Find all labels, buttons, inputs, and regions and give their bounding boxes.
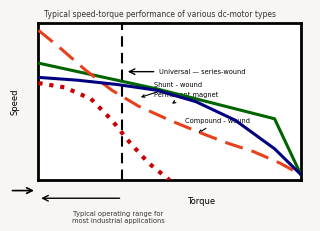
Text: Permanent magnet: Permanent magnet (154, 92, 218, 103)
Text: Compound - wound: Compound - wound (185, 118, 250, 132)
Text: Torque: Torque (187, 198, 215, 207)
Text: Typical operating range for
most industrial applications: Typical operating range for most industr… (72, 211, 165, 224)
Text: Speed: Speed (10, 88, 19, 115)
Text: Typical speed-torque performance of various dc-motor types: Typical speed-torque performance of vari… (44, 10, 276, 19)
Text: Universal — series-wound: Universal — series-wound (159, 69, 246, 75)
Text: Shunt - wound: Shunt - wound (142, 82, 202, 97)
